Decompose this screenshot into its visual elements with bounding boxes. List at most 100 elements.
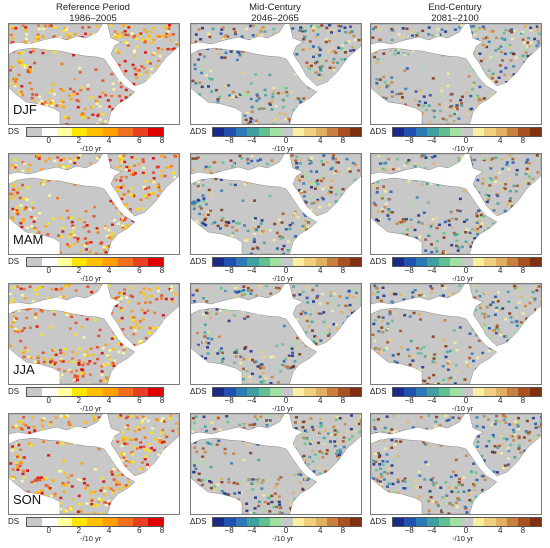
- colorbar-segment: [404, 258, 416, 266]
- colorbar-segment: [102, 258, 118, 266]
- season-label: MAM: [13, 232, 44, 247]
- colorbar-segment: [258, 518, 270, 526]
- colorbar: [26, 257, 164, 267]
- colorbar-segment: [349, 128, 362, 136]
- map-panel: [190, 283, 362, 385]
- colorbar-segment: [529, 258, 542, 266]
- column-title-mid-century: Mid-Century 2046–2065: [190, 2, 360, 24]
- colorbar-segment: [27, 258, 43, 266]
- colorbar-tick-label: 2: [76, 396, 82, 405]
- map-svg: [371, 154, 541, 254]
- colorbar-tick-label: 4: [497, 396, 503, 405]
- land-mass: [371, 284, 465, 305]
- colorbar-segment: [506, 128, 519, 136]
- colorbar-unit: -/10 yr: [272, 404, 294, 413]
- legend-title: ΔDS: [190, 257, 207, 266]
- reference-legend: DS 0 2 4 6 8 -/10 yr: [8, 386, 186, 413]
- colorbar-tick-label: 4: [106, 136, 112, 145]
- colorbar-tick-label: 4: [106, 526, 112, 535]
- colorbar-tick-label: 0: [463, 136, 469, 145]
- colorbar-unit: -/10 yr: [452, 404, 474, 413]
- colorbar-tick-label: 8: [340, 396, 346, 405]
- colorbar-segment: [393, 388, 405, 396]
- colorbar-tick-label: −4: [247, 266, 257, 275]
- change-legend: ΔDS −8 −4 0 4 8 -/10 yr: [370, 516, 548, 543]
- colorbar: [212, 517, 362, 527]
- colorbar-segment: [427, 388, 439, 396]
- colorbar-segment: [72, 128, 88, 136]
- map-svg: [371, 414, 541, 514]
- colorbar-unit: -/10 yr: [80, 144, 102, 153]
- colorbar-ticks: 0 2 4 6 8: [26, 396, 165, 405]
- colorbar-segment: [281, 128, 293, 136]
- legend-title: ΔDS: [370, 127, 387, 136]
- colorbar-tick-label: 0: [283, 396, 289, 405]
- land-mass: [371, 307, 498, 384]
- colorbar-segment: [472, 518, 485, 526]
- colorbar-segment: [102, 128, 118, 136]
- colorbar-tick-label: 8: [159, 396, 165, 405]
- colorbar-ticks: −8 −4 0 4 8: [392, 266, 540, 275]
- colorbar-segment: [235, 258, 248, 266]
- colorbar-segment: [147, 388, 163, 396]
- colorbar-segment: [315, 128, 327, 136]
- map-panel: [190, 153, 362, 255]
- colorbar-segment: [338, 388, 350, 396]
- colorbar-segment: [349, 258, 362, 266]
- colorbar-segment: [235, 128, 248, 136]
- map-svg: [9, 414, 179, 514]
- legend-title: ΔDS: [370, 257, 387, 266]
- colorbar-segment: [147, 518, 163, 526]
- colorbar-segment: [213, 258, 225, 266]
- colorbar-segment: [495, 258, 507, 266]
- colorbar-segment: [449, 258, 462, 266]
- colorbar: [392, 387, 542, 397]
- colorbar-segment: [393, 258, 405, 266]
- colorbar-segment: [415, 518, 428, 526]
- land-mass: [107, 154, 179, 217]
- map-svg: [191, 24, 361, 124]
- change-legend: ΔDS −8 −4 0 4 8 -/10 yr: [190, 516, 368, 543]
- colorbar-segment: [484, 518, 496, 526]
- colorbar-segment: [338, 518, 350, 526]
- colorbar-tick-label: −4: [427, 396, 437, 405]
- colorbar-segment: [349, 388, 362, 396]
- map-panel: DJF: [8, 23, 180, 125]
- colorbar-segment: [147, 258, 163, 266]
- colorbar-segment: [269, 388, 282, 396]
- colorbar-segment: [506, 258, 519, 266]
- change-legend: ΔDS −8 −4 0 4 8 -/10 yr: [370, 126, 548, 153]
- colorbar-unit: -/10 yr: [272, 534, 294, 543]
- map-panel: [370, 153, 542, 255]
- colorbar-segment: [495, 518, 507, 526]
- colorbar-segment: [315, 388, 327, 396]
- colorbar-tick-label: 4: [497, 266, 503, 275]
- colorbar-tick-label: 8: [159, 136, 165, 145]
- colorbar-segment: [449, 518, 462, 526]
- colorbar-segment: [102, 518, 118, 526]
- colorbar-segment: [472, 258, 485, 266]
- column-title-end-century: End-Century 2081–2100: [370, 2, 540, 24]
- colorbar: [26, 127, 164, 137]
- colorbar-tick-label: 6: [137, 266, 142, 275]
- colorbar-segment: [449, 388, 462, 396]
- map-svg: [191, 414, 361, 514]
- reference-legend: DS 0 2 4 6 8 -/10 yr: [8, 256, 186, 283]
- colorbar-segment: [518, 128, 530, 136]
- colorbar-segment: [87, 388, 103, 396]
- colorbar-segment: [529, 388, 542, 396]
- colorbar-segment: [132, 518, 148, 526]
- colorbar-ticks: 0 2 4 6 8: [26, 266, 165, 275]
- legend-title: DS: [8, 387, 20, 396]
- colorbar-ticks: 0 2 4 6 8: [26, 136, 165, 145]
- colorbar-tick-label: −8: [224, 136, 234, 145]
- map-svg: [191, 284, 361, 384]
- colorbar-segment: [484, 128, 496, 136]
- colorbar-tick-label: −4: [247, 396, 257, 405]
- colorbar-segment: [495, 388, 507, 396]
- colorbar-tick-label: 8: [159, 266, 165, 275]
- legend-title: ΔDS: [190, 517, 207, 526]
- colorbar-segment: [72, 388, 88, 396]
- colorbar: [392, 517, 542, 527]
- colorbar-ticks: −8 −4 0 4 8: [392, 396, 540, 405]
